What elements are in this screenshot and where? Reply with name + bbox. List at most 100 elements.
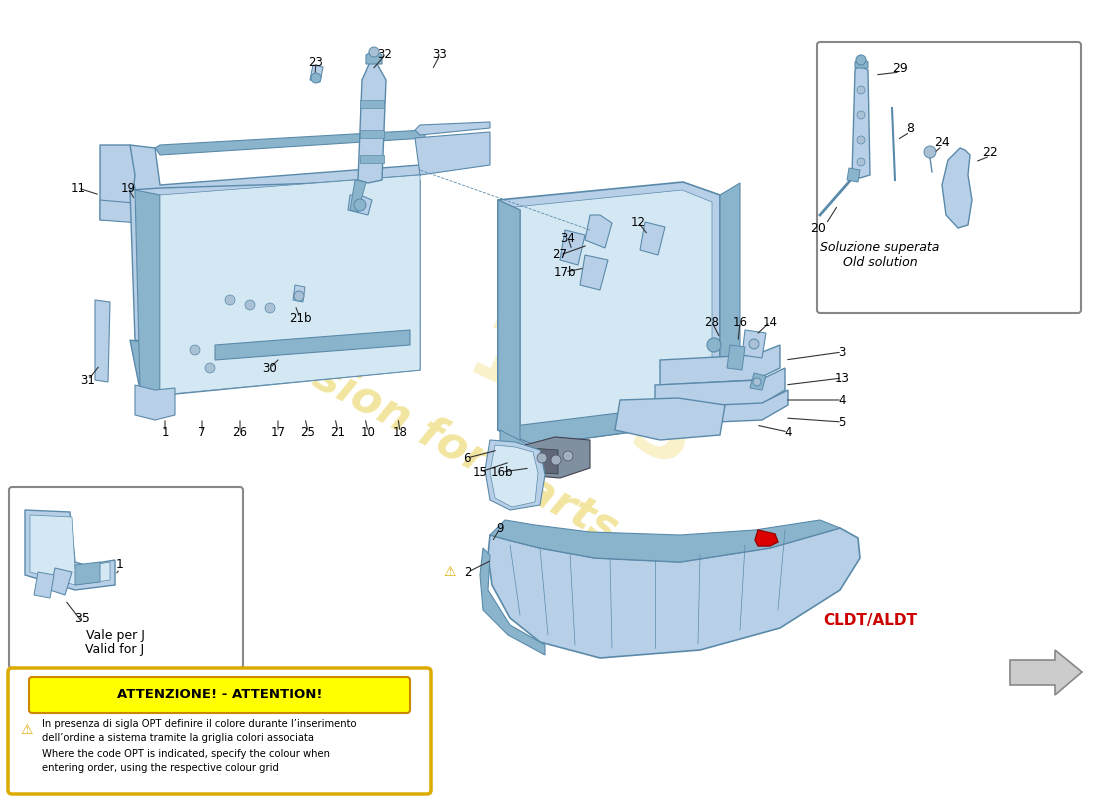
Polygon shape bbox=[485, 440, 544, 510]
Text: 6: 6 bbox=[463, 451, 471, 465]
FancyBboxPatch shape bbox=[9, 487, 243, 668]
Polygon shape bbox=[360, 100, 384, 108]
Polygon shape bbox=[100, 200, 300, 235]
Circle shape bbox=[226, 295, 235, 305]
Text: Valid for J: Valid for J bbox=[86, 643, 144, 657]
Text: 31: 31 bbox=[80, 374, 96, 386]
Text: Vale per J: Vale per J bbox=[86, 629, 144, 642]
Polygon shape bbox=[654, 368, 785, 410]
Polygon shape bbox=[615, 398, 725, 440]
Text: 28: 28 bbox=[705, 315, 719, 329]
Text: ⚠: ⚠ bbox=[21, 723, 33, 737]
Text: 1: 1 bbox=[162, 426, 168, 438]
Text: 33: 33 bbox=[432, 49, 448, 62]
Polygon shape bbox=[50, 568, 72, 595]
Text: 4: 4 bbox=[784, 426, 792, 438]
Polygon shape bbox=[727, 345, 745, 370]
Text: 30: 30 bbox=[263, 362, 277, 374]
FancyBboxPatch shape bbox=[8, 668, 431, 794]
Polygon shape bbox=[847, 168, 860, 182]
Circle shape bbox=[265, 303, 275, 313]
FancyBboxPatch shape bbox=[817, 42, 1081, 313]
Text: 8: 8 bbox=[906, 122, 914, 134]
Circle shape bbox=[537, 453, 547, 463]
Text: 21: 21 bbox=[330, 426, 345, 438]
Circle shape bbox=[205, 363, 214, 373]
Text: 17: 17 bbox=[271, 426, 286, 438]
Polygon shape bbox=[855, 57, 868, 68]
Text: 12: 12 bbox=[630, 215, 646, 229]
Circle shape bbox=[857, 86, 865, 94]
Text: passion for parts.com: passion for parts.com bbox=[229, 313, 732, 607]
Text: 1985: 1985 bbox=[454, 312, 706, 488]
Polygon shape bbox=[580, 255, 608, 290]
Text: 9: 9 bbox=[496, 522, 504, 534]
Polygon shape bbox=[130, 325, 420, 395]
Polygon shape bbox=[214, 330, 410, 360]
Text: ATTENZIONE! - ATTENTION!: ATTENZIONE! - ATTENTION! bbox=[117, 689, 322, 702]
Polygon shape bbox=[358, 62, 386, 183]
Text: In presenza di sigla OPT definire il colore durante l’inserimento: In presenza di sigla OPT definire il col… bbox=[42, 719, 356, 729]
Polygon shape bbox=[366, 50, 382, 64]
Circle shape bbox=[563, 451, 573, 461]
Polygon shape bbox=[360, 155, 384, 163]
Polygon shape bbox=[498, 405, 720, 445]
Polygon shape bbox=[585, 215, 612, 248]
Polygon shape bbox=[490, 520, 840, 562]
Text: 35: 35 bbox=[74, 611, 90, 625]
Text: 21b: 21b bbox=[288, 311, 311, 325]
Text: 34: 34 bbox=[561, 231, 575, 245]
Text: 1: 1 bbox=[117, 558, 124, 571]
Circle shape bbox=[354, 199, 366, 211]
Circle shape bbox=[245, 300, 255, 310]
Polygon shape bbox=[155, 130, 425, 155]
Polygon shape bbox=[415, 132, 490, 175]
Polygon shape bbox=[560, 230, 585, 265]
Text: 19: 19 bbox=[121, 182, 135, 194]
Text: 25: 25 bbox=[300, 426, 316, 438]
Polygon shape bbox=[100, 145, 135, 220]
Polygon shape bbox=[660, 345, 780, 385]
Circle shape bbox=[924, 146, 936, 158]
Polygon shape bbox=[360, 130, 384, 138]
Polygon shape bbox=[640, 222, 666, 255]
Text: dell’ordine a sistema tramite la griglia colori associata: dell’ordine a sistema tramite la griglia… bbox=[42, 733, 314, 743]
Circle shape bbox=[190, 345, 200, 355]
Polygon shape bbox=[530, 448, 558, 474]
Text: Old solution: Old solution bbox=[843, 257, 917, 270]
Text: 17b: 17b bbox=[553, 266, 576, 278]
Polygon shape bbox=[293, 285, 305, 302]
Circle shape bbox=[311, 73, 321, 83]
Polygon shape bbox=[650, 390, 788, 425]
Circle shape bbox=[857, 111, 865, 119]
Text: 26: 26 bbox=[232, 426, 248, 438]
Polygon shape bbox=[500, 430, 535, 475]
Polygon shape bbox=[488, 528, 860, 658]
Text: 20: 20 bbox=[810, 222, 826, 234]
Text: 10: 10 bbox=[361, 426, 375, 438]
Text: 22: 22 bbox=[982, 146, 998, 158]
Polygon shape bbox=[415, 122, 490, 135]
Polygon shape bbox=[310, 65, 323, 82]
Polygon shape bbox=[25, 510, 115, 590]
FancyBboxPatch shape bbox=[29, 677, 410, 713]
Text: 2: 2 bbox=[464, 566, 472, 578]
Polygon shape bbox=[75, 562, 100, 585]
Polygon shape bbox=[34, 572, 54, 598]
Circle shape bbox=[857, 136, 865, 144]
Text: ⚠: ⚠ bbox=[443, 565, 456, 579]
Polygon shape bbox=[350, 180, 366, 212]
Polygon shape bbox=[160, 175, 420, 395]
Polygon shape bbox=[490, 445, 538, 507]
Polygon shape bbox=[720, 183, 740, 420]
Circle shape bbox=[294, 291, 304, 301]
Text: 23: 23 bbox=[309, 55, 323, 69]
Polygon shape bbox=[480, 548, 544, 655]
Polygon shape bbox=[135, 385, 175, 420]
Text: 32: 32 bbox=[377, 49, 393, 62]
Text: Where the code OPT is indicated, specify the colour when: Where the code OPT is indicated, specify… bbox=[42, 749, 330, 759]
Polygon shape bbox=[130, 180, 420, 345]
Text: CLDT/ALDT: CLDT/ALDT bbox=[823, 613, 917, 627]
Text: 18: 18 bbox=[393, 426, 407, 438]
Text: 11: 11 bbox=[70, 182, 86, 194]
